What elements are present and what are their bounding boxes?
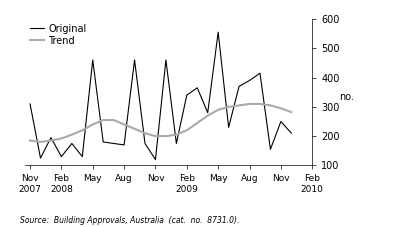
Trend [101, 119, 106, 121]
Original [111, 142, 116, 145]
Line: Trend: Trend [30, 104, 291, 142]
Original [91, 59, 95, 61]
Trend [69, 133, 74, 136]
Trend [247, 103, 252, 105]
Trend [289, 111, 294, 114]
Original [28, 103, 33, 105]
Original [258, 72, 262, 74]
Trend [174, 133, 179, 136]
Original [195, 86, 200, 89]
Trend [185, 129, 189, 132]
Trend [111, 119, 116, 121]
Trend [216, 109, 221, 111]
Trend [195, 122, 200, 124]
Original [48, 136, 53, 139]
Trend [205, 114, 210, 117]
Trend [48, 139, 53, 142]
Original [289, 132, 294, 135]
Y-axis label: no.: no. [339, 92, 354, 102]
Original [205, 111, 210, 114]
Trend [268, 104, 273, 107]
Trend [279, 107, 283, 110]
Original [268, 148, 273, 151]
Original [122, 143, 127, 146]
Original [80, 155, 85, 158]
Trend [237, 104, 241, 107]
Original [153, 158, 158, 161]
Trend [164, 135, 168, 138]
Original [38, 157, 43, 159]
Original [247, 79, 252, 82]
Trend [153, 135, 158, 138]
Original [164, 59, 168, 61]
Original [279, 120, 283, 123]
Trend [226, 106, 231, 108]
Original [237, 85, 241, 88]
Original [69, 142, 74, 145]
Original [101, 141, 106, 143]
Original [185, 94, 189, 96]
Original [59, 155, 64, 158]
Trend [122, 123, 127, 126]
Trend [28, 139, 33, 142]
Original [174, 142, 179, 145]
Trend [132, 127, 137, 130]
Original [226, 126, 231, 129]
Trend [59, 137, 64, 140]
Original [132, 59, 137, 61]
Trend [91, 123, 95, 126]
Trend [38, 141, 43, 143]
Trend [143, 132, 147, 135]
Text: Source:  Building Approvals, Australia  (cat.  no.  8731.0).: Source: Building Approvals, Australia (c… [20, 216, 239, 225]
Legend: Original, Trend: Original, Trend [30, 24, 87, 46]
Trend [80, 129, 85, 132]
Original [216, 31, 221, 34]
Trend [258, 103, 262, 105]
Original [143, 142, 147, 145]
Line: Original: Original [30, 32, 291, 160]
